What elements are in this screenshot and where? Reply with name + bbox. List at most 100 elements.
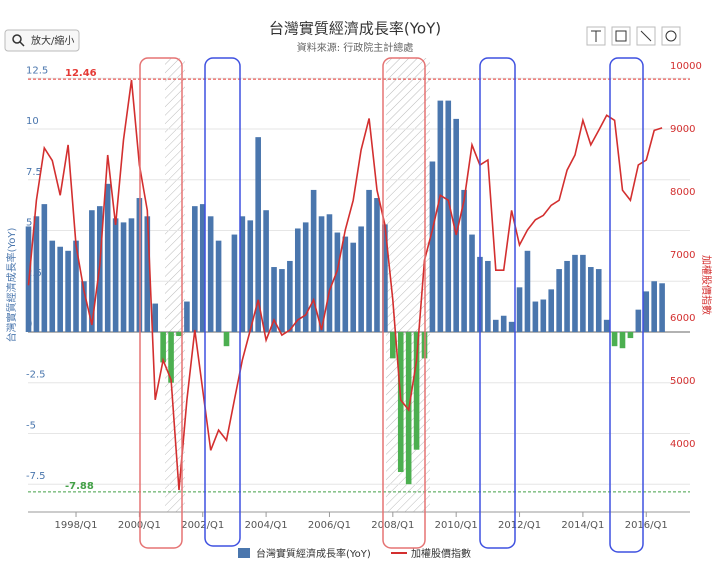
bar [469, 234, 475, 332]
x-tick-label: 2016/Q1 [625, 520, 668, 531]
bar [120, 222, 127, 332]
bar [49, 240, 56, 332]
bar [588, 267, 594, 332]
bar [247, 220, 254, 332]
bar [152, 303, 159, 332]
highlight-box [139, 57, 183, 549]
bar [168, 331, 174, 383]
bar [239, 216, 246, 332]
y-tick-label: -7.5 [26, 471, 46, 482]
bar [326, 214, 333, 332]
bar [334, 232, 341, 332]
bar [65, 250, 71, 332]
bar [294, 228, 301, 332]
bar [81, 281, 87, 332]
highlight-box [382, 57, 426, 549]
bar [564, 260, 570, 332]
bar [366, 189, 372, 332]
bar [445, 100, 452, 332]
x-tick-label: 2004/Q1 [245, 520, 288, 531]
bar [516, 287, 523, 332]
bar [144, 216, 151, 332]
bar [160, 331, 166, 363]
line [27, 79, 663, 491]
y-tick-label: 10 [26, 116, 39, 127]
y2-tick-label: 7000 [670, 250, 695, 261]
y2-tick-label: 4000 [670, 439, 695, 450]
bar [413, 331, 420, 450]
bar [41, 204, 48, 332]
y-tick-label: -2.5 [26, 370, 46, 381]
x-tick-label: 2008/Q1 [371, 520, 414, 531]
y-tick-label: 5 [26, 218, 32, 229]
x-tick-label: 2002/Q1 [181, 520, 224, 531]
bar [207, 216, 214, 332]
bar [619, 331, 626, 349]
bar [580, 254, 586, 332]
legend-swatch [238, 548, 250, 558]
bar [524, 250, 531, 332]
bar [57, 246, 63, 332]
y2-tick-label: 10000 [670, 61, 702, 72]
bar [603, 319, 610, 332]
bar [548, 289, 555, 332]
x-tick-label: 2006/Q1 [308, 520, 351, 531]
bar [643, 291, 650, 332]
bar [73, 240, 79, 332]
bar [508, 321, 515, 332]
x-tick-label: 2012/Q1 [498, 520, 541, 531]
bar [255, 137, 261, 332]
bar [659, 283, 665, 332]
reference-label: 12.46 [65, 68, 97, 79]
bar [271, 267, 277, 332]
y2-axis-label: 加權股價指數 [700, 255, 713, 315]
x-tick-label: 2010/Q1 [435, 520, 478, 531]
bar [358, 226, 364, 332]
bar [461, 189, 467, 332]
bar [302, 222, 309, 332]
bar [453, 118, 459, 332]
bar [279, 269, 285, 332]
bar [390, 331, 396, 359]
bar [89, 210, 95, 332]
bar [635, 309, 642, 332]
bar [485, 260, 491, 332]
y2-tick-label: 5000 [670, 376, 695, 387]
legend-label: 加權股價指數 [411, 547, 471, 560]
y-tick-label: 12.5 [26, 65, 48, 76]
x-tick-label: 2014/Q1 [561, 520, 604, 531]
draw-tools[interactable] [586, 26, 681, 46]
bar [437, 100, 444, 332]
bar [310, 189, 317, 332]
bar [350, 242, 357, 332]
bar [342, 236, 349, 332]
bar [176, 331, 182, 337]
y2-tick-label: 9000 [670, 124, 695, 135]
bar [532, 301, 539, 332]
bar [33, 216, 40, 332]
chart-subtitle: 資料來源: 行政院主計總處 [297, 41, 414, 54]
y-axis-label: 台灣實質經濟成長率(YoY) [5, 227, 18, 342]
bar [199, 204, 206, 332]
y2-tick-label: 8000 [670, 187, 695, 198]
bar [192, 206, 198, 332]
bar [595, 269, 602, 332]
bar [112, 218, 119, 332]
bar [184, 301, 190, 332]
zoom-label: 放大/縮小 [31, 34, 74, 47]
y2-tick-label: 6000 [670, 313, 695, 324]
bar [382, 224, 388, 332]
bar [651, 281, 657, 332]
bar [540, 299, 547, 332]
legend-label: 台灣實質經濟成長率(YoY) [256, 547, 371, 560]
highlight-box [609, 57, 644, 553]
zoom-button[interactable]: 放大/縮小 [4, 29, 80, 52]
bar [627, 331, 634, 339]
reference-label: -7.88 [65, 481, 94, 492]
bar [492, 319, 499, 332]
bar [318, 216, 325, 332]
bar [500, 315, 507, 332]
bar [215, 240, 222, 332]
bar [556, 269, 562, 332]
